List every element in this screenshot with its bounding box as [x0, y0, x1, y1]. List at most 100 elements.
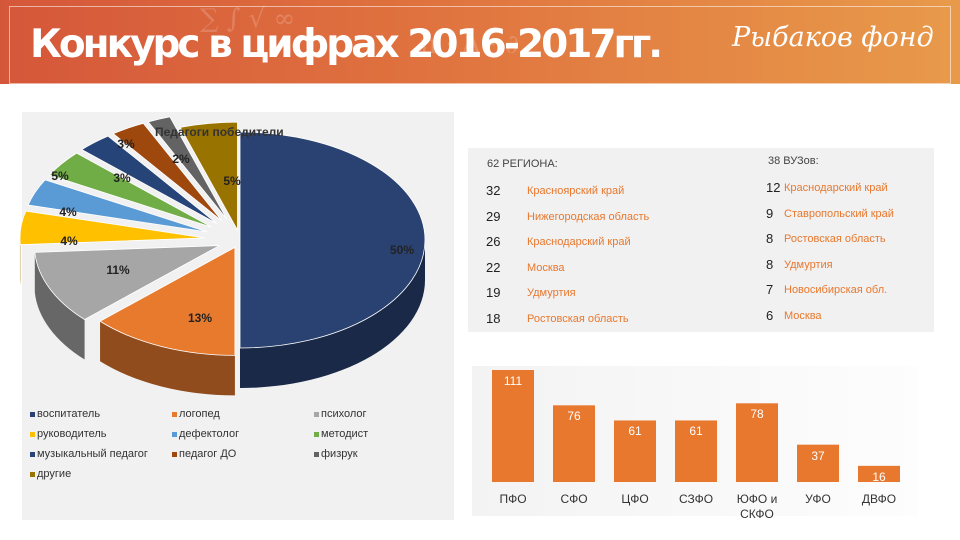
regions-count: 18: [486, 310, 501, 326]
bar-value-label: 78: [750, 407, 764, 422]
page-title: Конкурс в цифрах 2016-2017гг.: [30, 22, 663, 67]
regions-count: 26: [486, 234, 501, 249]
legend-item: музыкальный педагог: [30, 448, 148, 460]
bar-category-label: ЦФО: [621, 492, 649, 506]
legend-swatch: [30, 411, 35, 417]
regions-name: Удмуртия: [527, 287, 576, 299]
universities-count: 12: [766, 180, 781, 195]
bar-value-label: 61: [689, 424, 703, 439]
legend-label: руководитель: [37, 428, 107, 440]
legend-swatch: [172, 431, 177, 437]
pie-slice: [34, 245, 220, 320]
pie-slice: [27, 179, 208, 233]
legend-item: психолог: [314, 408, 367, 420]
regions-name: Нижегородская область: [527, 210, 650, 223]
universities-name: Удмуртия: [784, 258, 833, 271]
bar-category-label: УФО: [805, 492, 831, 506]
bar: [797, 444, 839, 482]
legend-label: педагог ДО: [179, 448, 237, 460]
bar: [736, 403, 778, 482]
legend-swatch: [30, 431, 35, 437]
pie-slice: [147, 116, 228, 220]
banner-frame: [9, 6, 951, 84]
pie-slice: [48, 152, 212, 228]
bar-category-label: СФО: [560, 492, 588, 506]
pie-slice-side: [100, 321, 235, 396]
pie-data-label: 5%: [51, 169, 69, 183]
regions-count: 22: [486, 259, 501, 275]
bar-category-label: ЮФО и СКФО: [736, 492, 778, 521]
universities-count: 7: [766, 282, 774, 297]
universities-name: Ростовская область: [784, 233, 886, 245]
pie-data-label: 3%: [117, 137, 135, 151]
bar-value-label: 61: [628, 424, 642, 439]
legend-item: логопед: [172, 408, 220, 420]
banner-decoration: ∑ ∫ √ ∞: [200, 4, 296, 34]
regions-name: Краснодарский край: [527, 236, 631, 248]
pie-data-label: 11%: [106, 263, 130, 277]
universities-name: Москва: [784, 309, 822, 322]
pie-slice: [239, 131, 426, 349]
bar-value-label: 16: [872, 469, 886, 484]
legend-swatch: [30, 451, 35, 457]
pie-slice: [179, 121, 238, 232]
legend-swatch: [314, 451, 319, 457]
bar: [675, 420, 717, 482]
regions-count: 19: [486, 285, 501, 300]
universities-count: 6: [766, 307, 774, 323]
legend-item: другие: [30, 468, 71, 480]
bar: [858, 465, 900, 482]
bar: [614, 420, 656, 482]
pie-data-label: 2%: [172, 152, 190, 166]
legend-swatch: [172, 411, 177, 417]
regions-name: Красноярский край: [527, 185, 625, 197]
regions-name: Ростовская область: [527, 312, 629, 325]
pie-slice: [99, 246, 236, 356]
bar-category-label: ДВФО: [861, 492, 897, 506]
universities-count: 8: [766, 256, 774, 272]
regions-count: 29: [486, 208, 501, 224]
legend-label: дефектолог: [179, 428, 240, 440]
legend-label: воспитатель: [37, 408, 101, 420]
bar-category-label: ПФО: [499, 492, 527, 506]
bar-value-label: 37: [811, 448, 825, 463]
pie-data-label: 13%: [187, 311, 213, 325]
pie-data-label: 4%: [60, 234, 78, 248]
legend-item: физрук: [314, 448, 358, 460]
universities-title: 38 ВУЗов:: [768, 155, 819, 167]
legend-item: методист: [314, 428, 368, 440]
pie-data-label: 4%: [59, 205, 77, 219]
bar: [492, 370, 534, 482]
universities-count: 8: [766, 231, 774, 246]
pie-slice: [112, 122, 223, 222]
legend-item: педагог ДО: [172, 448, 236, 460]
legend-swatch: [30, 471, 35, 477]
universities-name: Новосибирская обл.: [784, 284, 888, 296]
pie-slice-side: [34, 252, 85, 360]
legend-swatch: [172, 451, 177, 457]
legend-label: физрук: [321, 448, 358, 460]
legend-label: логопед: [179, 408, 220, 420]
legend-label: психолог: [321, 408, 367, 420]
universities-name: Ставропольский край: [784, 207, 894, 220]
pie-slice-side: [240, 240, 425, 388]
bar-value-label: 111: [503, 374, 523, 388]
bar-value-label: 76: [567, 409, 581, 424]
header-banner: ∑ ∫ √ ∞ π · Δ · ∂ Конкурс в цифрах 2016-…: [0, 0, 960, 84]
legend-label: другие: [37, 468, 72, 480]
universities-count: 9: [766, 205, 774, 221]
legend-swatch: [314, 431, 319, 437]
legend-item: руководитель: [30, 428, 107, 440]
legend-item: дефектолог: [172, 428, 239, 440]
pie-data-label: 50%: [389, 243, 415, 257]
regions-count: 32: [486, 183, 501, 198]
bar-category-label: СЗФО: [678, 492, 714, 506]
pie-data-label: 5%: [223, 174, 241, 188]
regions-name: Москва: [527, 261, 565, 274]
regions-title: 62 РЕГИОНА:: [487, 158, 558, 170]
banner-decoration: π · Δ · ∂: [420, 30, 519, 60]
pie-slice: [19, 210, 206, 246]
universities-name: Краснодарский край: [784, 182, 888, 194]
